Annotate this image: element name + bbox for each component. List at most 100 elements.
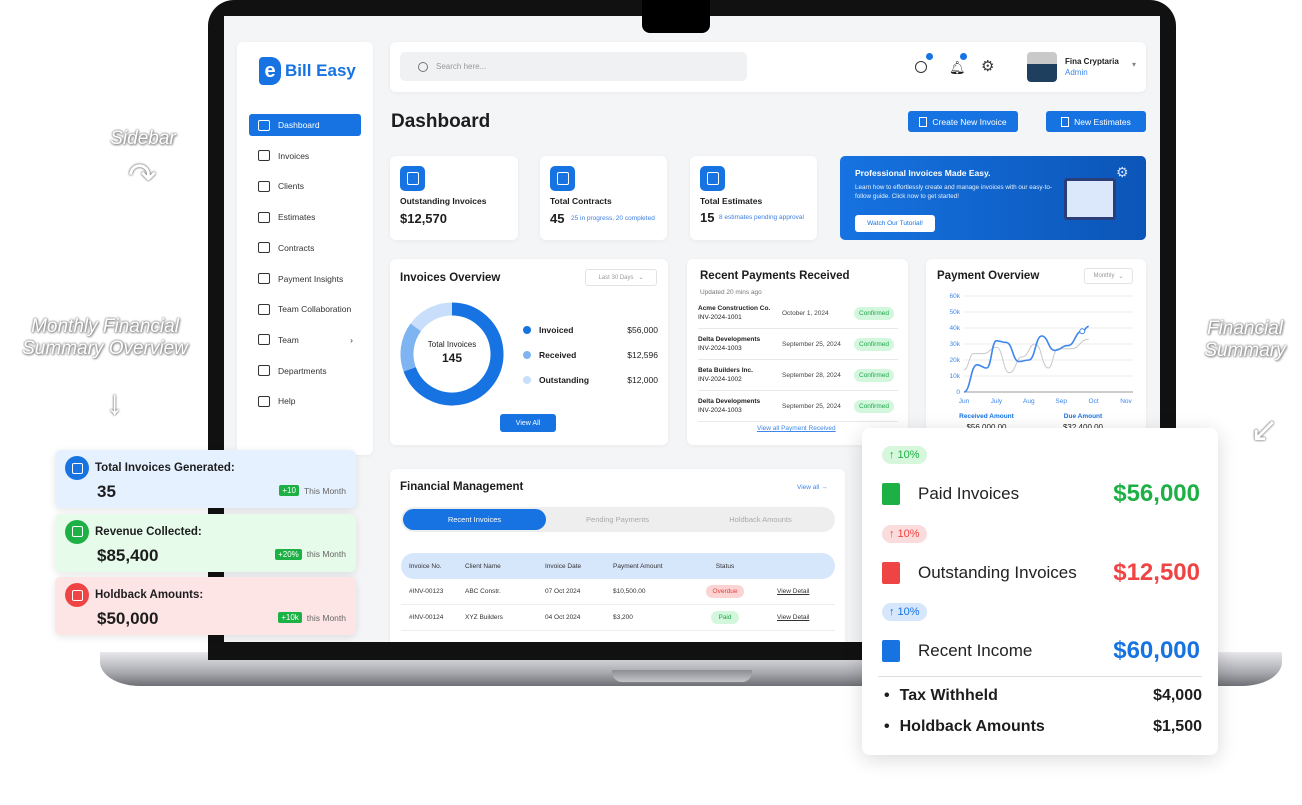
collaboration-icon [258, 303, 270, 315]
payment-row[interactable]: Delta Developments INV-2024-1003 September… [698, 391, 898, 422]
bullet-amount: $4,000 [1153, 687, 1202, 704]
view-all-link[interactable]: View all → [797, 484, 828, 491]
sidebar-item-payment-insights[interactable]: Payment Insights [249, 268, 361, 290]
bell-icon[interactable]: 🔔︎ [949, 60, 966, 75]
donut-center-label: Total Invoices [427, 340, 477, 349]
search-input[interactable]: Search here... [400, 52, 747, 81]
view-all-button[interactable]: View All [500, 414, 556, 432]
promo-text: Learn how to effortlessly create and man… [855, 184, 1052, 200]
avatar[interactable] [1027, 52, 1057, 82]
status-badge: Paid [711, 611, 739, 624]
payment-date: September 28, 2024 [782, 371, 841, 379]
summary-row: Recent Income $60,000 [882, 637, 1200, 665]
sidebar-item-label: Help [278, 396, 296, 407]
invoice-icon [258, 150, 270, 162]
received-label: Received Amount [959, 413, 1014, 420]
estimates-icon [700, 166, 725, 191]
chat-icon[interactable] [915, 61, 927, 73]
column-header: Client Name [465, 562, 501, 570]
curved-arrow-icon: ↙ [1250, 411, 1279, 449]
sidebar-item-team-collaboration[interactable]: Team Collaboration [249, 298, 361, 320]
range-dropdown[interactable]: Monthly ⌄ [1084, 268, 1133, 284]
payment-row[interactable]: Acme Construction Co. INV-2024-1001 Octobe… [698, 298, 898, 329]
notification-dot [960, 53, 967, 60]
sidebar-item-label: Dashboard [278, 120, 320, 130]
summary-row: Outstanding Invoices $12,500 [882, 559, 1200, 587]
sidebar-item-label: Invoices [278, 150, 310, 161]
x-tick-label: Oct [1089, 398, 1099, 405]
y-tick-label: 0 [956, 389, 960, 396]
card-icon [65, 519, 89, 544]
period-label: This Month [303, 485, 346, 496]
gear-icon[interactable]: ⚙ [981, 58, 995, 75]
sidebar-item-help[interactable]: Help [249, 390, 361, 412]
search-icon [418, 61, 428, 72]
x-tick-label: July [991, 398, 1003, 405]
sidebar-item-team[interactable]: Team › [249, 329, 361, 351]
donut-legend: Invoiced $56,000 Received $12,596 Outstandin… [523, 317, 658, 392]
summary-card-0: Total Invoices Generated: 35 +10 This Month [55, 450, 356, 508]
sidebar-item-dashboard[interactable]: Dashboard [249, 114, 361, 136]
chevron-down-icon[interactable]: ▾ [1132, 60, 1137, 69]
clients-icon [258, 180, 270, 192]
tab-recent-invoices[interactable]: Recent Invoices [403, 509, 546, 530]
received-value: $56,000.00 [944, 423, 1029, 432]
status-badge: Confirmed [854, 399, 894, 413]
change-badge: +20% [275, 548, 302, 560]
x-tick-label: Aug [1023, 398, 1035, 405]
receipt-icon [882, 561, 900, 584]
departments-icon [258, 365, 270, 377]
sidebar-item-invoices[interactable]: Invoices [249, 145, 361, 167]
y-tick-label: 40k [950, 325, 961, 332]
payment-overview-card: Payment Overview Monthly ⌄ 0 10k 20k 30k 40k 5… [926, 259, 1146, 445]
status-badge: Confirmed [854, 337, 894, 351]
tab-holdback-amounts[interactable]: Holdback Amounts [729, 515, 792, 524]
view-detail-link[interactable]: View Detail [777, 614, 810, 621]
receipt-icon [882, 640, 900, 662]
summary-amount: $60,000 [1113, 637, 1200, 664]
promo-title: Professional Invoices Made Easy. [855, 168, 991, 178]
sidebar-item-departments[interactable]: Departments [249, 360, 361, 382]
donut-slice-received [400, 323, 422, 372]
client-name: XYZ Builders [465, 614, 503, 621]
summary-row: Paid Invoices $56,000 [882, 480, 1200, 508]
invoices-overview-card: Invoices Overview Last 30 Days ⌄ Total In… [390, 259, 668, 445]
table-row: #INV-00124 XYZ Builders 04 Oct 2024 $3,200 P… [401, 605, 835, 631]
range-dropdown[interactable]: Last 30 Days ⌄ [585, 269, 657, 286]
series-line-comparison [963, 338, 1089, 374]
tab-pending-payments[interactable]: Pending Payments [586, 515, 649, 524]
watch-tutorial-button[interactable]: Watch Our Tutorial! [855, 215, 935, 232]
new-estimates-button[interactable]: New Estimates [1046, 111, 1146, 132]
sidebar-item-contracts[interactable]: Contracts [249, 237, 361, 259]
app-screen: e Bill Easy Dashboard Invoices Clients Esti… [224, 16, 1160, 642]
contracts-icon [550, 166, 575, 191]
summary-bullet: • Tax Withheld $4,000 [884, 687, 1202, 705]
payment-row[interactable]: Delta Developments INV-2024-1003 September… [698, 329, 898, 360]
invoice-icon [919, 116, 928, 127]
payment-invoice: INV-2024-1002 [698, 376, 742, 383]
view-all-payments-link[interactable]: View all Payment Received [757, 425, 836, 432]
sidebar-item-clients[interactable]: Clients [249, 175, 361, 197]
bullet-name: Holdback Amounts [899, 718, 1045, 735]
sidebar-item-estimates[interactable]: Estimates [249, 206, 361, 228]
table-row: #INV-00123 ABC Constr. 07 Oct 2024 $10,500.… [401, 579, 835, 605]
x-tick-label: Sep [1055, 398, 1067, 405]
recent-payments-card: Recent Payments Received Updated 20 mins… [687, 259, 908, 445]
updated-text: Updated 20 mins ago [700, 289, 762, 296]
laptop-base-notch [612, 670, 752, 682]
annotation-financial: Financial Summary [1204, 318, 1286, 361]
payment-row[interactable]: Beta Builders Inc. INV-2024-1002 September… [698, 360, 898, 391]
create-invoice-button[interactable]: Create New Invoice [908, 111, 1018, 132]
stat-label: Total Contracts [550, 196, 612, 206]
change-badge: +10k [278, 612, 302, 623]
column-header: Invoice Date [545, 562, 582, 570]
status-badge: Confirmed [854, 368, 894, 382]
data-point-marker[interactable] [1079, 328, 1086, 335]
stat-card-contracts: Total Contracts 45 25 in progress, 20 co… [540, 156, 667, 240]
client-name: ABC Constr. [465, 588, 501, 595]
line-chart: 0 10k 20k 30k 40k 50k 60k Jun July Aug Sep Oct Nov [950, 293, 1133, 405]
camera-notch [642, 0, 710, 33]
view-detail-link[interactable]: View Detail [777, 588, 810, 595]
curved-arrow-icon: ↷ [128, 157, 157, 195]
payment-date: September 25, 2024 [782, 340, 841, 348]
